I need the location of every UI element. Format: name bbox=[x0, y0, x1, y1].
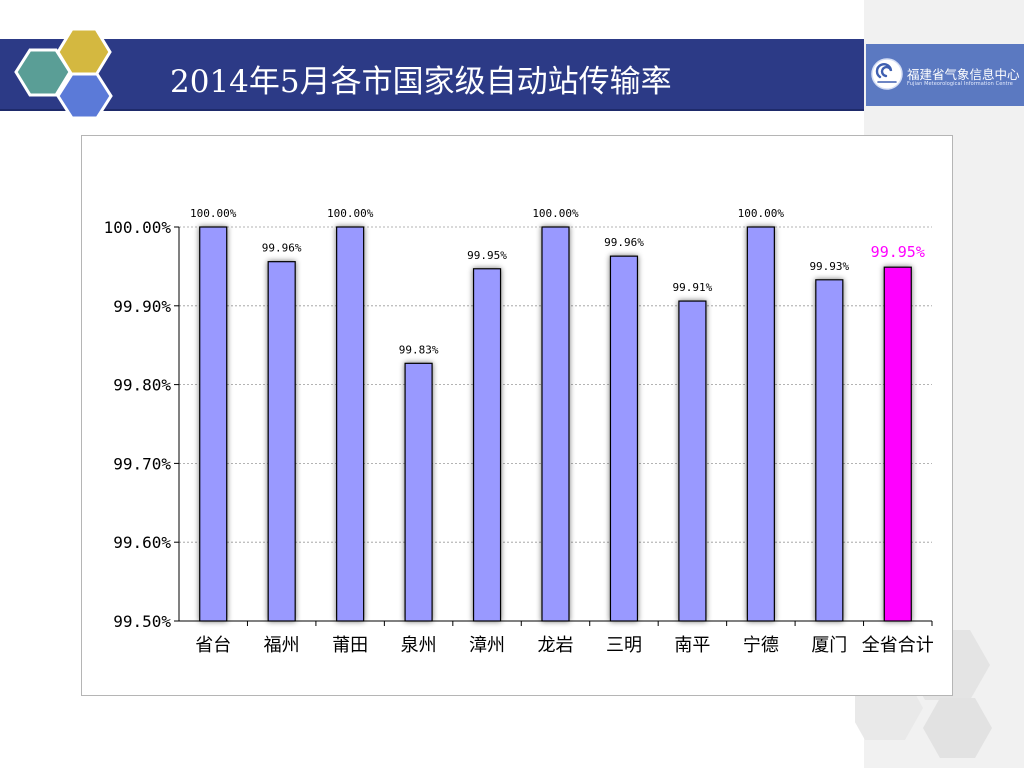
y-tick-label: 99.70% bbox=[113, 454, 171, 473]
x-tick-label: 南平 bbox=[674, 635, 710, 656]
y-tick-label: 100.00% bbox=[104, 218, 172, 237]
bar-9 bbox=[746, 226, 775, 622]
data-label: 99.91% bbox=[673, 281, 713, 294]
chart-frame: 99.50% 99.60% 99.70% 99.80% 99.90% 100.00% 100… bbox=[81, 135, 953, 696]
data-label: 99.93% bbox=[809, 260, 849, 273]
bar-6 bbox=[541, 226, 570, 622]
data-label: 99.83% bbox=[399, 343, 439, 356]
data-label: 99.96% bbox=[262, 242, 302, 255]
data-label: 99.95% bbox=[467, 249, 507, 262]
bar-1 bbox=[199, 226, 228, 622]
bar-2 bbox=[267, 261, 296, 622]
bar-5 bbox=[472, 268, 502, 622]
data-label: 100.00% bbox=[532, 207, 579, 220]
x-tick-label: 宁德 bbox=[743, 635, 779, 656]
y-tick-label: 99.60% bbox=[113, 533, 171, 552]
x-tick-label: 泉州 bbox=[401, 635, 437, 656]
x-tick-label: 全省合计 bbox=[862, 635, 934, 656]
y-tick-label: 99.90% bbox=[113, 297, 171, 316]
data-label: 99.95% bbox=[871, 243, 925, 261]
x-tick-label: 福州 bbox=[264, 635, 300, 656]
bar-4 bbox=[404, 362, 433, 622]
x-tick-label: 厦门 bbox=[811, 635, 847, 656]
y-tick-label: 99.50% bbox=[113, 612, 171, 631]
meteorological-centre-logo-icon bbox=[871, 58, 903, 90]
data-label: 100.00% bbox=[738, 207, 785, 220]
data-label: 100.00% bbox=[327, 207, 374, 220]
decorative-hexagons-top-left bbox=[14, 27, 113, 120]
data-label: 100.00% bbox=[190, 207, 237, 220]
x-tick-label: 三明 bbox=[606, 635, 642, 656]
x-tick-label: 漳州 bbox=[469, 635, 505, 656]
title-band bbox=[0, 39, 864, 111]
y-tick-label: 99.80% bbox=[113, 376, 171, 395]
bar-8 bbox=[678, 300, 707, 622]
bar-10 bbox=[815, 279, 844, 622]
slide-title: 2014年5月各市国家级自动站传输率 bbox=[170, 64, 672, 100]
bar-chart: 99.50% 99.60% 99.70% 99.80% 99.90% 100.00% 100… bbox=[104, 207, 934, 656]
bar-11 bbox=[883, 266, 912, 622]
bar-7 bbox=[609, 255, 639, 622]
bar-3 bbox=[336, 226, 365, 622]
x-tick-label: 龙岩 bbox=[538, 635, 574, 656]
logo-name-en: Fujian Meteorological Information Centre bbox=[907, 81, 1013, 87]
logo-name-cn: 福建省气象信息中心 bbox=[907, 67, 1020, 82]
data-label: 99.96% bbox=[604, 236, 644, 249]
x-tick-label: 省台 bbox=[195, 635, 231, 656]
x-tick-label: 莆田 bbox=[332, 635, 368, 656]
